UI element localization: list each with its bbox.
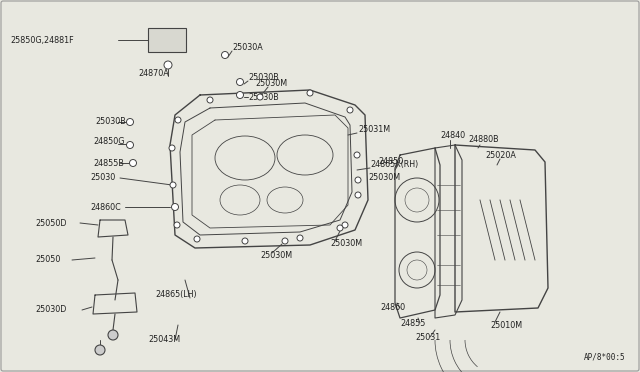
Text: 25030A: 25030A [232,44,263,52]
Text: 25030M: 25030M [368,173,400,183]
Text: 25031: 25031 [415,333,440,341]
Text: 25030M: 25030M [330,240,362,248]
Circle shape [127,119,134,125]
Text: 25030M: 25030M [260,250,292,260]
Circle shape [127,141,134,148]
Circle shape [337,225,343,231]
Circle shape [355,177,361,183]
Text: 25050D: 25050D [35,218,67,228]
Text: 24865X(RH): 24865X(RH) [370,160,419,170]
Bar [148,28,186,52]
Text: 24850G: 24850G [93,138,125,147]
Text: 25030B: 25030B [95,118,125,126]
Circle shape [169,145,175,151]
Circle shape [207,97,213,103]
Circle shape [237,78,243,86]
Text: 24880B: 24880B [468,135,499,144]
Circle shape [175,117,181,123]
Circle shape [170,182,176,188]
Circle shape [164,61,172,69]
Text: 25030: 25030 [90,173,115,183]
Text: 24855: 24855 [400,318,426,327]
Circle shape [307,90,313,96]
Text: AP/8*00:5: AP/8*00:5 [584,353,625,362]
Circle shape [342,222,348,228]
Text: 25031M: 25031M [358,125,390,135]
Text: 24855B: 24855B [93,158,124,167]
Text: 25010M: 25010M [490,321,522,330]
Text: 24840: 24840 [440,131,465,141]
Circle shape [108,330,118,340]
Text: 25043M: 25043M [148,336,180,344]
Text: 25050: 25050 [35,256,60,264]
Text: 25030M: 25030M [255,78,287,87]
Text: 24865(LH): 24865(LH) [155,291,196,299]
Circle shape [354,152,360,158]
Circle shape [282,238,288,244]
Circle shape [194,236,200,242]
Text: 25030B: 25030B [248,74,279,83]
Circle shape [297,235,303,241]
Text: 24860: 24860 [380,304,405,312]
Circle shape [129,160,136,167]
Text: 25030D: 25030D [35,305,67,314]
Circle shape [242,238,248,244]
Text: 24850: 24850 [378,157,403,167]
Circle shape [347,107,353,113]
Circle shape [355,192,361,198]
Circle shape [172,203,179,211]
Text: 25020A: 25020A [485,151,516,160]
Text: 25030B: 25030B [248,93,279,102]
Text: 24870A: 24870A [138,70,169,78]
Circle shape [257,94,263,100]
Circle shape [237,92,243,99]
Circle shape [95,345,105,355]
Text: 24860C: 24860C [90,202,121,212]
Text: 25850G,24881F: 25850G,24881F [10,35,74,45]
Circle shape [221,51,228,58]
Circle shape [174,222,180,228]
